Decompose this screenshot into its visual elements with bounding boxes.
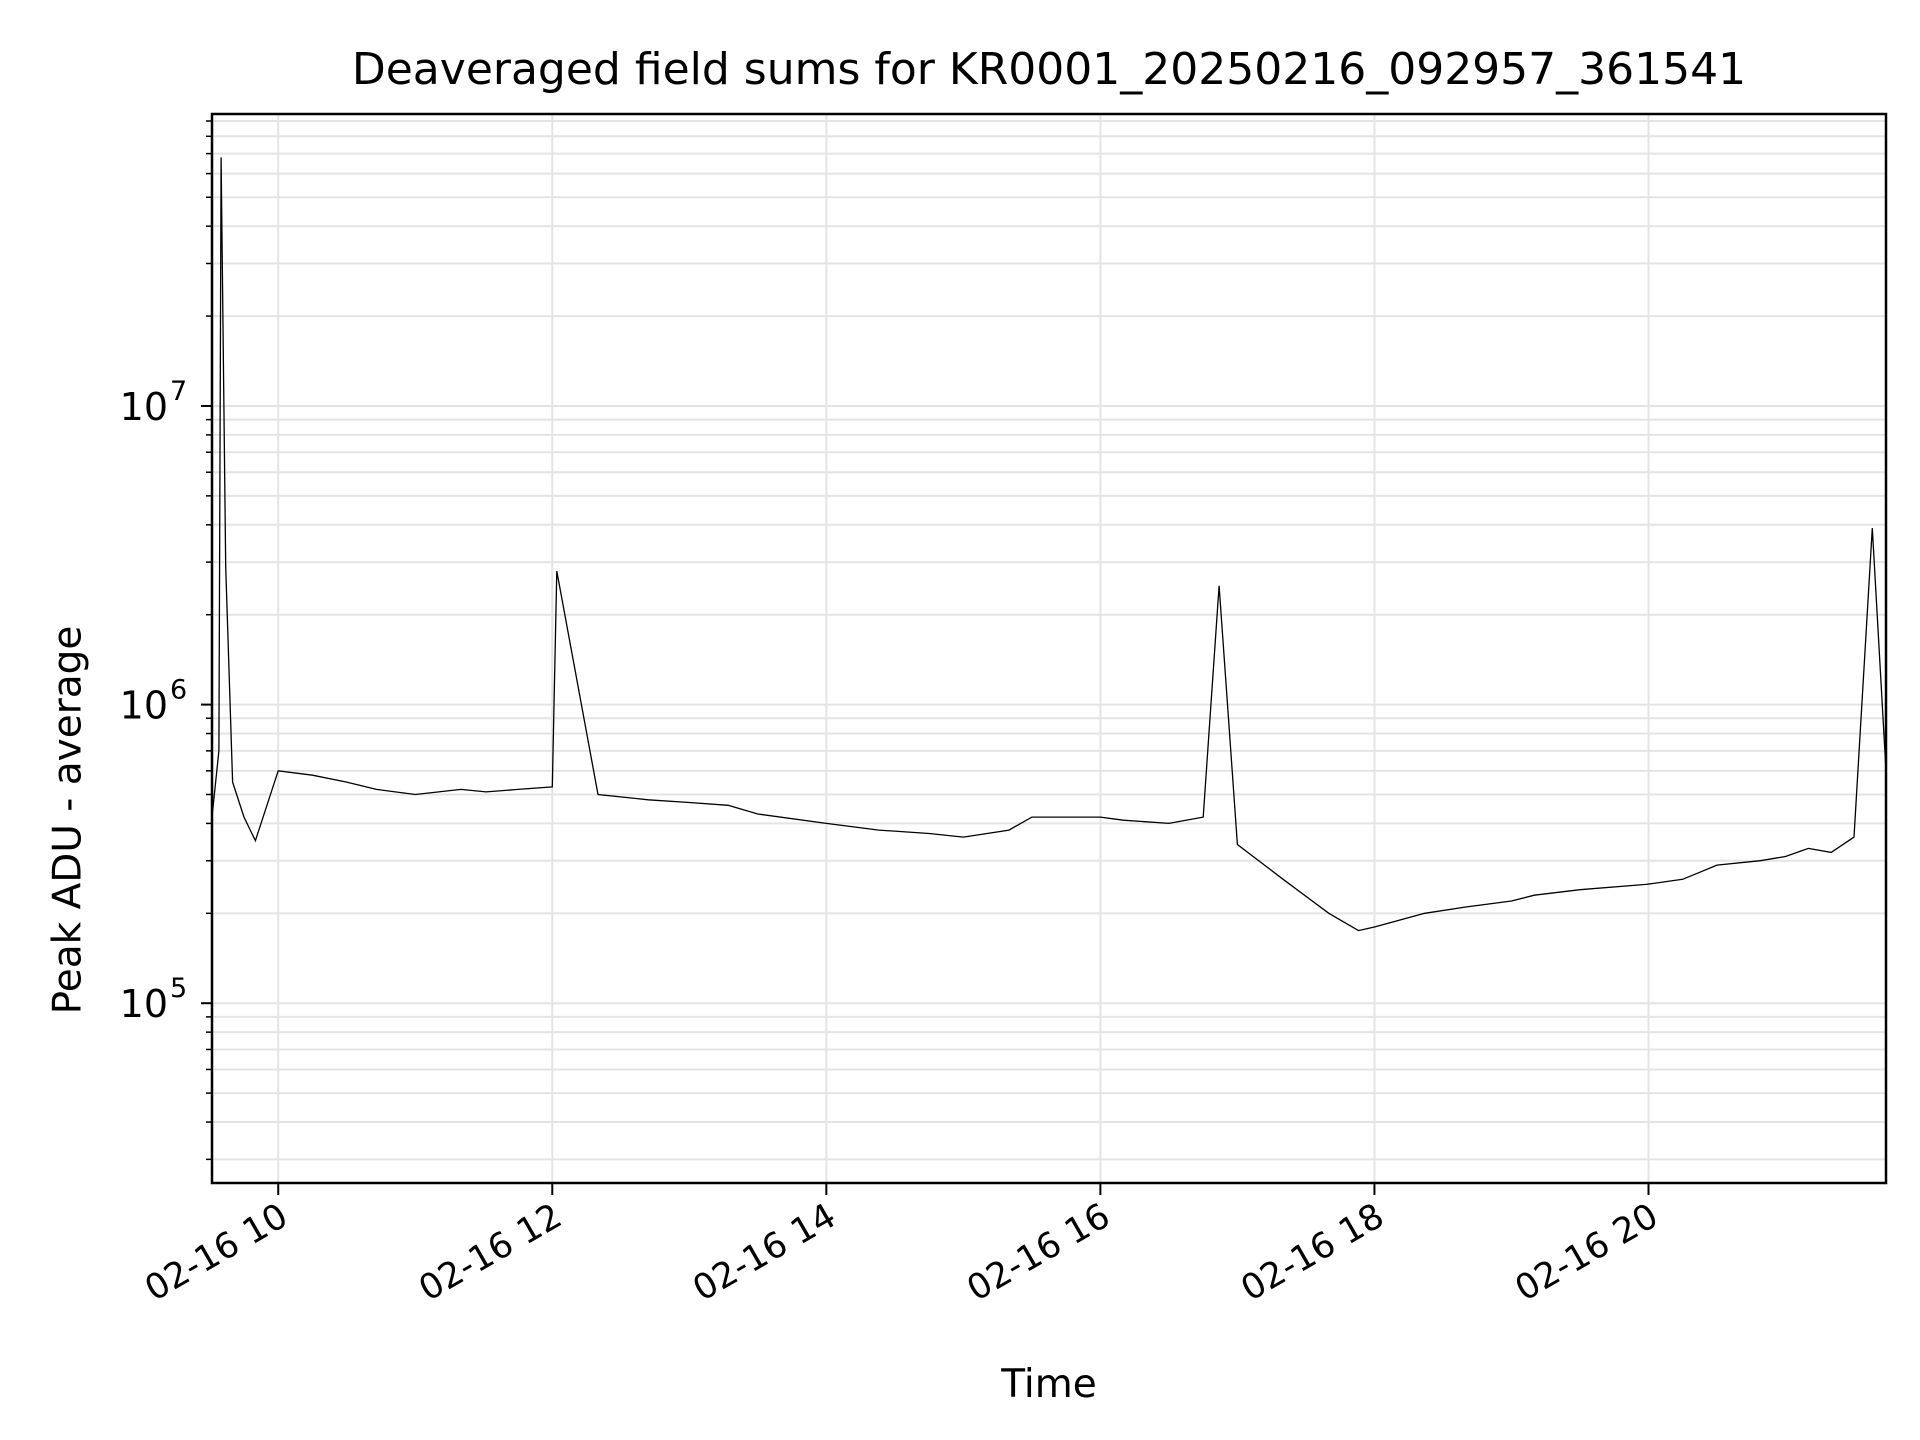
y-tick-base: 10 [120,385,168,429]
x-axis-label: Time [1001,1362,1097,1407]
chart-title: Deaveraged field sums for KR0001_2025021… [351,44,1747,95]
x-tick-label: 02-16 16 [961,1196,1117,1309]
x-tick-label: 02-16 18 [1235,1196,1391,1309]
y-tick-label: 10 7 [120,376,188,429]
x-tick-label: 02-16 14 [687,1196,843,1309]
x-tick-label: 02-16 12 [412,1196,568,1309]
y-tick-label: 10 6 [120,675,188,728]
y-tick-base: 10 [120,684,168,728]
x-tick-label: 02-16 10 [138,1196,294,1309]
x-axis: 02-16 10 02-16 12 02-16 14 02-16 16 02-16 18… [138,1183,1665,1309]
y-tick-exponent: 5 [170,973,187,1004]
plot-frame [210,112,1888,1185]
y-tick-exponent: 7 [170,376,187,407]
y-tick-label: 10 5 [120,973,188,1026]
grid-lines [212,114,1886,1183]
series-line [211,157,1887,932]
y-axis-label: Peak ADU - average [45,625,91,1015]
y-tick-base: 10 [120,982,168,1026]
x-tick-label: 02-16 20 [1509,1196,1665,1309]
y-tick-exponent: 6 [170,675,187,706]
